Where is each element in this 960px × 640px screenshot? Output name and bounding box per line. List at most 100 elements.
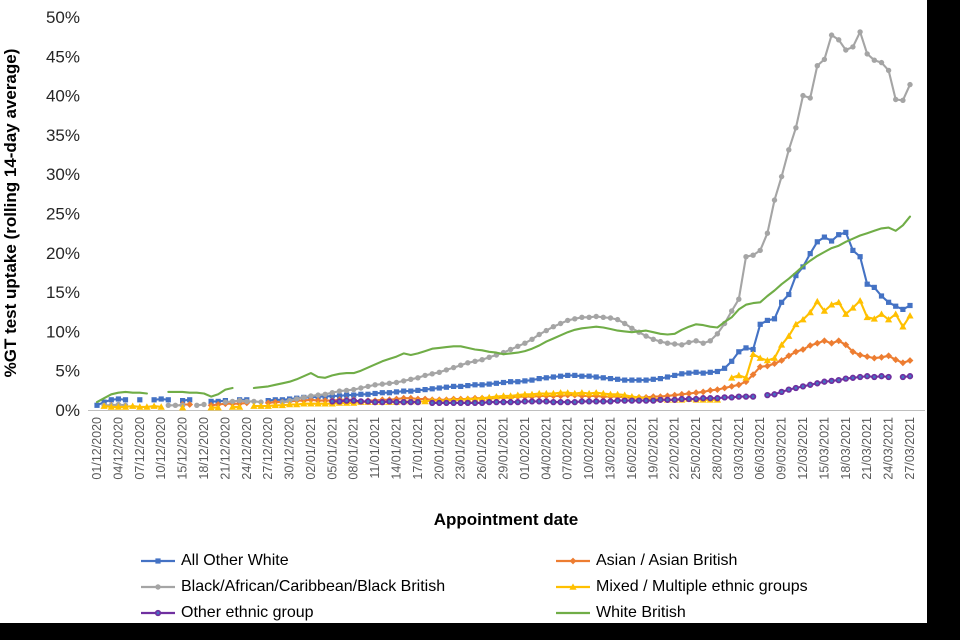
marker-all-other-white	[379, 390, 385, 396]
marker-all-other-white	[443, 384, 449, 390]
marker-asian-asian-british	[721, 384, 728, 392]
marker-all-other-white	[529, 377, 535, 383]
marker-mixed-multiple-ethnic-groups	[129, 402, 137, 409]
marker-black-african-caribbean-black-british	[479, 357, 485, 363]
marker-all-other-white	[493, 380, 499, 386]
marker-all-other-white	[543, 375, 549, 381]
marker-asian-asian-british	[899, 359, 907, 367]
marker-mixed-multiple-ethnic-groups	[121, 403, 130, 410]
x-tick-label: 20/01/2021	[432, 417, 446, 480]
marker-black-african-caribbean-black-british	[836, 37, 842, 43]
marker-black-african-caribbean-black-british	[771, 197, 778, 203]
marker-black-african-caribbean-black-british	[885, 67, 892, 74]
marker-black-african-caribbean-black-british	[736, 296, 742, 302]
marker-all-other-white	[415, 387, 421, 393]
y-tick-label: 15%	[46, 283, 80, 302]
marker-mixed-multiple-ethnic-groups	[820, 307, 828, 314]
x-tick-label: 07/02/2021	[561, 417, 575, 480]
marker-mixed-multiple-ethnic-groups	[877, 310, 886, 317]
marker-black-african-caribbean-black-british	[465, 360, 471, 366]
x-tick-label: 21/03/2021	[860, 417, 874, 480]
marker-all-other-white	[707, 369, 713, 375]
marker-other-ethnic-group	[906, 373, 914, 380]
x-tick-label: 10/02/2021	[582, 417, 596, 480]
marker-mixed-multiple-ethnic-groups	[321, 400, 329, 407]
marker-mixed-multiple-ethnic-groups	[799, 316, 807, 323]
marker-black-african-caribbean-black-british	[244, 398, 250, 405]
marker-mixed-multiple-ethnic-groups	[621, 391, 629, 398]
marker-black-african-caribbean-black-british	[251, 398, 257, 405]
marker-other-ethnic-group	[429, 399, 436, 407]
marker-all-other-white	[329, 393, 335, 399]
marker-black-african-caribbean-black-british	[607, 315, 614, 321]
marker-all-other-white	[451, 383, 457, 389]
series-line-white-british	[95, 215, 912, 404]
marker-asian-asian-british	[842, 341, 850, 349]
x-tick-label: 26/01/2021	[475, 417, 489, 480]
marker-other-ethnic-group	[536, 398, 543, 405]
y-tick-label: 35%	[46, 126, 80, 145]
marker-all-other-white	[115, 396, 121, 402]
marker-mixed-multiple-ethnic-groups	[806, 308, 814, 316]
marker-asian-asian-british	[906, 357, 914, 364]
marker-black-african-caribbean-black-british	[486, 354, 492, 360]
marker-other-ethnic-group	[564, 398, 571, 406]
marker-asian-asian-british	[771, 360, 778, 367]
marker-black-african-caribbean-black-british	[814, 62, 820, 69]
marker-all-other-white	[558, 373, 564, 379]
marker-all-other-white	[579, 373, 585, 379]
marker-other-ethnic-group	[821, 378, 828, 385]
x-tick-label: 28/02/2021	[710, 417, 724, 480]
marker-other-ethnic-group	[350, 397, 357, 404]
x-tick-label: 13/02/2021	[603, 417, 617, 480]
marker-asian-asian-british	[885, 352, 892, 360]
marker-other-ethnic-group	[571, 398, 578, 406]
marker-all-other-white	[850, 247, 856, 253]
marker-asian-asian-british	[828, 339, 835, 347]
marker-black-african-caribbean-black-british	[408, 376, 414, 382]
marker-other-ethnic-group	[386, 398, 393, 405]
marker-all-other-white	[679, 371, 685, 377]
marker-black-african-caribbean-black-british	[693, 338, 699, 344]
marker-other-ethnic-group	[828, 377, 835, 385]
marker-all-other-white	[429, 386, 435, 392]
marker-black-african-caribbean-black-british	[229, 398, 236, 405]
marker-black-african-caribbean-black-british	[664, 340, 671, 346]
marker-black-african-caribbean-black-british	[358, 385, 364, 391]
marker-all-other-white	[472, 382, 478, 388]
marker-mixed-multiple-ethnic-groups	[236, 403, 244, 410]
marker-other-ethnic-group	[414, 398, 422, 406]
marker-other-ethnic-group	[835, 376, 842, 384]
marker-black-african-caribbean-black-british	[543, 327, 549, 334]
marker-mixed-multiple-ethnic-groups	[599, 389, 607, 397]
x-tick-label: 25/02/2021	[689, 417, 703, 480]
marker-mixed-multiple-ethnic-groups	[849, 304, 857, 311]
marker-black-african-caribbean-black-british	[365, 383, 371, 390]
marker-black-african-caribbean-black-british	[201, 401, 207, 408]
marker-black-african-caribbean-black-british	[450, 364, 457, 371]
marker-all-other-white	[886, 299, 892, 305]
marker-mixed-multiple-ethnic-groups	[542, 389, 550, 397]
marker-black-african-caribbean-black-british	[351, 386, 357, 393]
marker-asian-asian-british	[671, 391, 679, 399]
marker-mixed-multiple-ethnic-groups	[471, 395, 479, 402]
marker-other-ethnic-group	[343, 397, 350, 404]
marker-other-ethnic-group	[721, 394, 728, 401]
legend-label: Black/African/Caribbean/Black British	[181, 577, 446, 595]
marker-black-african-caribbean-black-british	[443, 367, 450, 373]
marker-other-ethnic-group	[635, 397, 643, 404]
marker-mixed-multiple-ethnic-groups	[749, 350, 757, 357]
marker-asian-asian-british	[735, 381, 743, 389]
marker-mixed-multiple-ethnic-groups	[585, 389, 593, 397]
marker-other-ethnic-group	[486, 398, 493, 406]
marker-black-african-caribbean-black-british	[714, 331, 721, 337]
marker-mixed-multiple-ethnic-groups	[228, 403, 237, 410]
marker-all-other-white	[500, 379, 507, 386]
marker-all-other-white	[522, 378, 528, 384]
marker-black-african-caribbean-black-british	[586, 314, 592, 320]
marker-mixed-multiple-ethnic-groups	[314, 400, 322, 407]
marker-mixed-multiple-ethnic-groups	[835, 298, 843, 306]
marker-mixed-multiple-ethnic-groups	[307, 400, 315, 407]
marker-other-ethnic-group	[450, 399, 457, 407]
marker-mixed-multiple-ethnic-groups	[485, 393, 493, 401]
